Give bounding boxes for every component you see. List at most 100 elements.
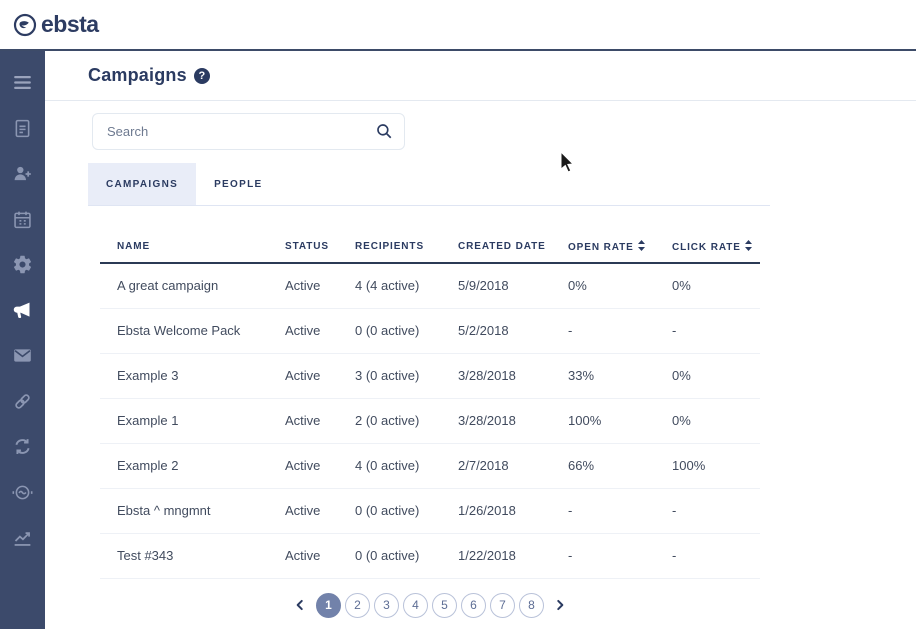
- sort-icon: [637, 240, 645, 251]
- sidebar-item-hamburger-menu[interactable]: [0, 60, 45, 106]
- cell-created: 1/22/2018: [458, 533, 568, 579]
- page-button-5[interactable]: 5: [432, 592, 457, 618]
- sidebar-item-email[interactable]: [0, 333, 45, 379]
- cell-name: Test #343: [100, 533, 285, 579]
- table-row[interactable]: Ebsta ^ mngmnt Active 0 (0 active) 1/26/201…: [100, 488, 760, 534]
- hamburger-menu-icon: [14, 76, 31, 90]
- cell-created: 3/28/2018: [458, 398, 568, 444]
- cell-open_rate: 33%: [568, 353, 672, 399]
- page-button-2[interactable]: 2: [345, 592, 370, 618]
- page-button-7[interactable]: 7: [490, 592, 515, 618]
- cell-open_rate: -: [568, 488, 672, 534]
- table-body: A great campaign Active 4 (4 active) 5/9/20…: [100, 263, 760, 579]
- table-row[interactable]: A great campaign Active 4 (4 active) 5/9/20…: [100, 263, 760, 309]
- column-label: NAME: [117, 241, 151, 252]
- link-icon: [15, 394, 30, 409]
- sidebar-item-links[interactable]: [0, 379, 45, 425]
- cell-status: Active: [285, 488, 355, 534]
- logo-text: ebsta: [41, 11, 99, 37]
- cell-open_rate: 100%: [568, 398, 672, 444]
- ebsta-logo[interactable]: ebsta: [13, 11, 99, 38]
- cell-status: Active: [285, 443, 355, 489]
- sidebar-item-campaigns[interactable]: [0, 288, 45, 334]
- top-bar: ebsta: [0, 0, 916, 51]
- cell-status: Active: [285, 263, 355, 309]
- page-button-8[interactable]: 8: [519, 592, 544, 618]
- cell-click_rate: 0%: [672, 398, 760, 444]
- table-row[interactable]: Test #343 Active 0 (0 active) 1/22/2018- -: [100, 533, 760, 579]
- column-label: CREATED DATE: [458, 241, 546, 252]
- main-content: Campaigns ? CAMPAIGNS PEOPLE NAME STATUS R…: [45, 51, 916, 629]
- sidebar-item-partners[interactable]: [0, 470, 45, 516]
- sidebar-item-settings[interactable]: [0, 242, 45, 288]
- handshake-icon: [12, 485, 33, 500]
- column-label: OPEN RATE: [568, 242, 634, 253]
- column-header-recipients: RECIPIENTS: [355, 240, 458, 264]
- next-page-button[interactable]: [548, 598, 572, 612]
- cell-click_rate: -: [672, 533, 760, 579]
- cell-status: Active: [285, 398, 355, 444]
- cell-recipients: 0 (0 active): [355, 308, 458, 354]
- cell-open_rate: 66%: [568, 443, 672, 489]
- tab-campaigns[interactable]: CAMPAIGNS: [88, 163, 197, 205]
- cell-open_rate: -: [568, 308, 672, 354]
- column-label: CLICK RATE: [672, 242, 741, 253]
- sidebar-item-documents[interactable]: [0, 106, 45, 152]
- column-header-click-rate[interactable]: CLICK RATE: [672, 240, 760, 264]
- sidebar-item-calendar[interactable]: [0, 197, 45, 243]
- search-icon[interactable]: [375, 122, 393, 145]
- column-header-status: STATUS: [285, 240, 355, 264]
- sidebar-item-add-person[interactable]: [0, 151, 45, 197]
- table-row[interactable]: Example 1 Active 2 (0 active) 3/28/2018 100%…: [100, 398, 760, 444]
- page-button-1[interactable]: 1: [316, 592, 341, 618]
- cell-recipients: 2 (0 active): [355, 398, 458, 444]
- campaigns-table-wrap: NAME STATUS RECIPIENTS CREATED DATE OPEN RAT…: [100, 240, 760, 579]
- cell-open_rate: -: [568, 533, 672, 579]
- cell-status: Active: [285, 353, 355, 399]
- cell-recipients: 0 (0 active): [355, 533, 458, 579]
- page-button-3[interactable]: 3: [374, 592, 399, 618]
- envelope-icon: [14, 349, 31, 362]
- chevron-right-icon: [557, 599, 564, 611]
- cell-open_rate: 0%: [568, 263, 672, 309]
- column-header-name: NAME: [100, 240, 285, 264]
- chevron-left-icon: [296, 599, 303, 611]
- table-row[interactable]: Example 2 Active 4 (0 active) 2/7/2018 66% 10…: [100, 443, 760, 489]
- table-row[interactable]: Example 3 Active 3 (0 active) 3/28/2018 33% 0…: [100, 353, 760, 399]
- cell-created: 5/9/2018: [458, 263, 568, 309]
- help-icon[interactable]: ?: [193, 67, 210, 84]
- cell-name: Example 1: [100, 398, 285, 444]
- page-title: Campaigns: [88, 65, 187, 85]
- cell-click_rate: -: [672, 488, 760, 534]
- cell-status: Active: [285, 308, 355, 354]
- sidebar-item-analytics[interactable]: [0, 515, 45, 561]
- cell-recipients: 3 (0 active): [355, 353, 458, 399]
- calendar-icon: [14, 211, 31, 228]
- page-button-6[interactable]: 6: [461, 592, 486, 618]
- search-input[interactable]: [92, 113, 405, 150]
- cell-recipients: 4 (4 active): [355, 263, 458, 309]
- table-header-row: NAME STATUS RECIPIENTS CREATED DATE OPEN RAT…: [100, 240, 760, 264]
- column-header-created-date: CREATED DATE: [458, 240, 568, 264]
- document-icon: [15, 119, 30, 137]
- cell-click_rate: 0%: [672, 353, 760, 399]
- previous-page-button[interactable]: [288, 598, 312, 612]
- column-label: STATUS: [285, 241, 329, 252]
- tab-people[interactable]: PEOPLE: [214, 178, 263, 190]
- sidebar: [0, 51, 45, 629]
- table-row[interactable]: Ebsta Welcome Pack Active 0 (0 active) 5/2/…: [100, 308, 760, 354]
- column-header-open-rate[interactable]: OPEN RATE: [568, 240, 672, 264]
- page-header: Campaigns ?: [45, 51, 916, 101]
- cell-created: 5/2/2018: [458, 308, 568, 354]
- cell-status: Active: [285, 533, 355, 579]
- search-box: [92, 113, 405, 150]
- page-button-4[interactable]: 4: [403, 592, 428, 618]
- cell-click_rate: 0%: [672, 263, 760, 309]
- sidebar-item-sync[interactable]: [0, 424, 45, 470]
- cell-click_rate: 100%: [672, 443, 760, 489]
- cell-created: 3/28/2018: [458, 353, 568, 399]
- chart-line-icon: [14, 532, 31, 547]
